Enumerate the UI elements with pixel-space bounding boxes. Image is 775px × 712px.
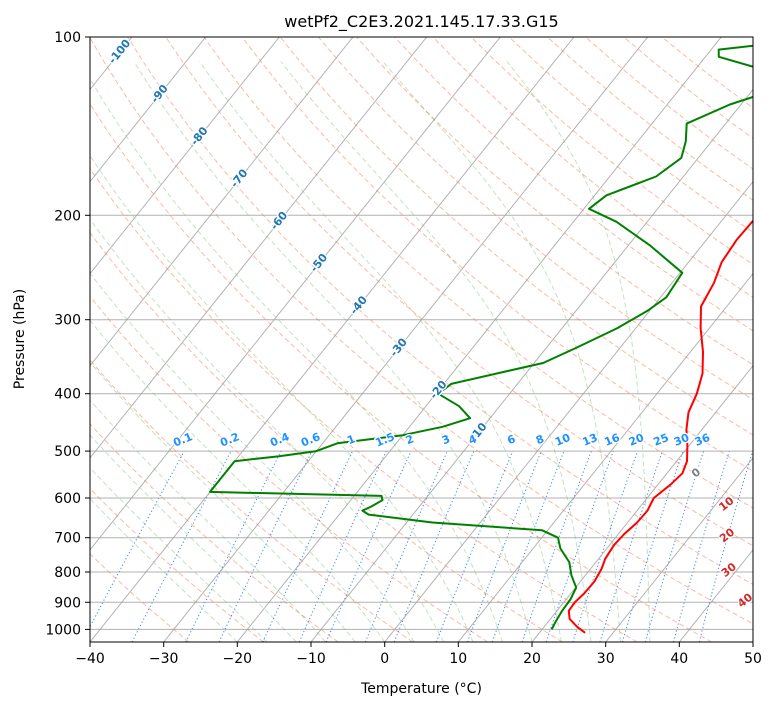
x-tick-label: −40 (75, 651, 105, 667)
x-tick-label: 30 (597, 651, 615, 667)
x-tick-label: 20 (523, 651, 541, 667)
x-tick-label: 40 (670, 651, 688, 667)
y-tick-label: 200 (54, 208, 81, 224)
x-tick-label: 50 (744, 651, 762, 667)
x-tick-label: 10 (449, 651, 467, 667)
y-axis-label: Pressure (hPa) (12, 289, 28, 389)
y-tick-label: 700 (54, 531, 81, 547)
y-tick-label: 600 (54, 491, 81, 507)
chart-title: wetPf2_C2E3.2021.145.17.33.G15 (284, 12, 558, 32)
y-tick-label: 400 (54, 387, 81, 403)
x-tick-label: −30 (149, 651, 179, 667)
y-tick-label: 900 (54, 595, 81, 611)
y-tick-label: 500 (54, 444, 81, 460)
y-tick-label: 100 (54, 30, 81, 46)
x-tick-label: −20 (223, 651, 253, 667)
x-tick-label: 0 (380, 651, 389, 667)
y-tick-label: 300 (54, 313, 81, 329)
x-axis-label: Temperature (°C) (360, 681, 482, 697)
x-tick-label: −10 (296, 651, 326, 667)
y-tick-label: 800 (54, 565, 81, 581)
y-tick-label: 1000 (45, 622, 81, 638)
